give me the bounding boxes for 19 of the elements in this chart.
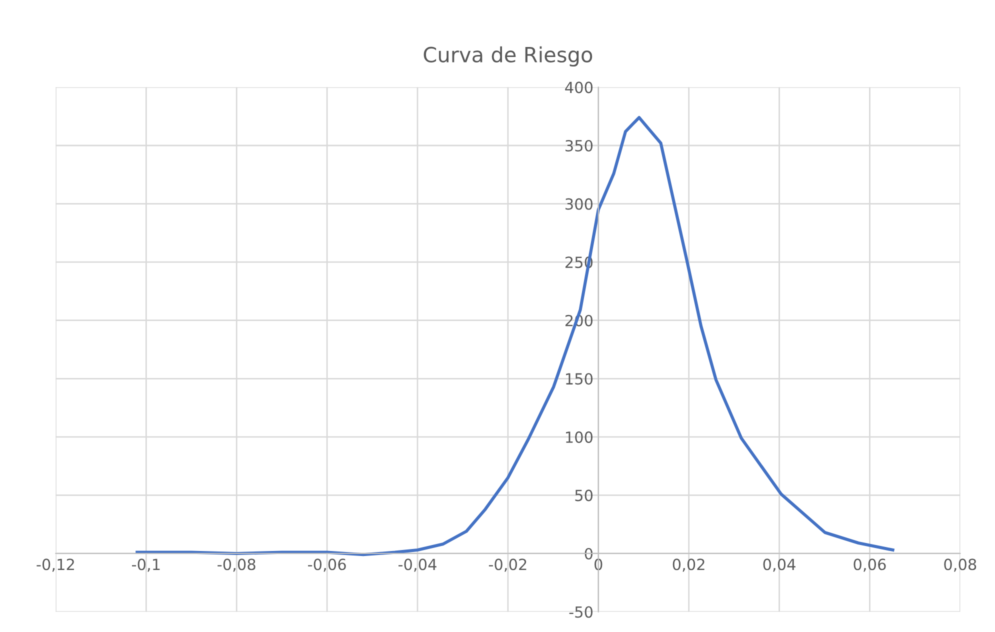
y-tick-label: 400 [565, 82, 593, 94]
y-tick-label: 300 [566, 198, 593, 210]
x-tick-label: 0,02 [672, 558, 704, 572]
y-tick-label: 350 [566, 140, 593, 152]
x-tick-label: -0,02 [488, 558, 526, 572]
x-tick-label: -0,06 [308, 558, 346, 572]
x-tick-label: 0,08 [944, 558, 976, 572]
x-tick-label: -0,04 [398, 558, 436, 572]
x-tick-label: -0,12 [36, 558, 74, 572]
x-tick-label: -0,1 [132, 558, 160, 572]
y-tick-label: 150 [566, 373, 593, 385]
chart-title: Curva de Riesgo [424, 46, 592, 67]
x-tick-label: -0,08 [218, 558, 256, 572]
y-tick-label: 100 [566, 431, 593, 443]
y-tick-label: -50 [569, 606, 593, 618]
x-tick-label: 0,06 [854, 558, 886, 572]
y-tick-label: 50 [575, 490, 593, 502]
x-tick-label: 0 [594, 558, 602, 570]
x-tick-label: 0,04 [763, 558, 796, 572]
